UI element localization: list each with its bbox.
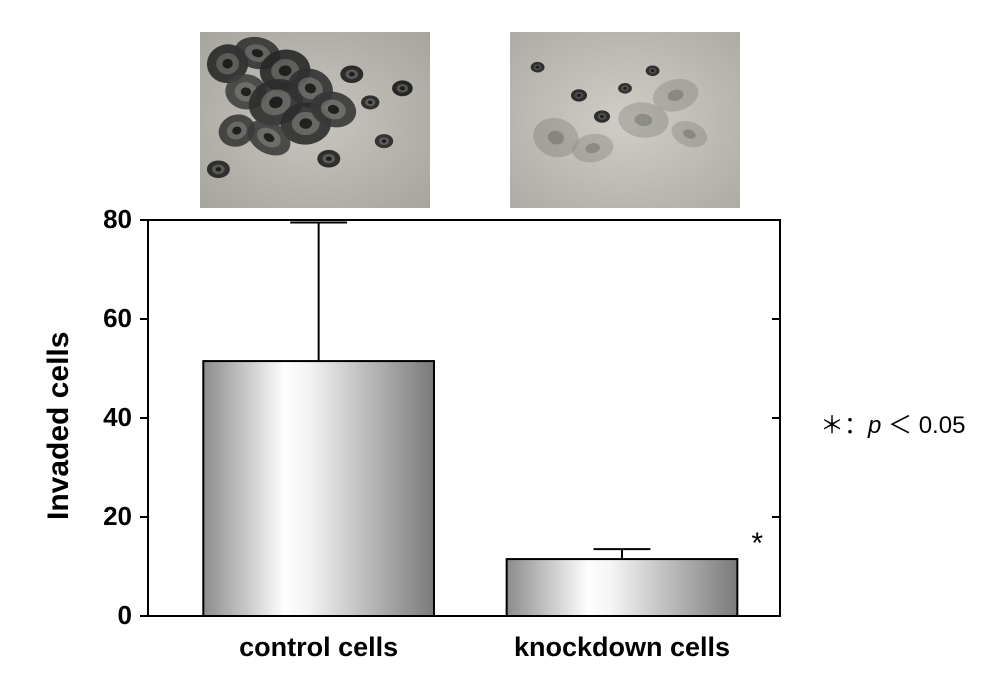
legend-p-value: 0.05 — [919, 412, 966, 439]
figure: Invaded cells * 020406080 control cellsk… — [0, 0, 1004, 678]
significance-marker: * — [751, 527, 763, 560]
legend-p-symbol: p — [868, 412, 881, 439]
y-tick-label: 80 — [82, 204, 132, 235]
bar-chart: * — [0, 0, 1004, 678]
legend-lt: ＜ — [881, 412, 918, 439]
y-tick-label: 60 — [82, 303, 132, 334]
y-tick-label: 0 — [82, 600, 132, 631]
micrograph — [200, 32, 430, 208]
x-category-label: knockdown cells — [472, 632, 772, 663]
micrograph — [510, 32, 740, 208]
significance-legend: ＊：p ＜ 0.05 — [820, 405, 965, 440]
y-tick-label: 40 — [82, 402, 132, 433]
legend-asterisk: ＊： — [820, 412, 868, 439]
y-tick-label: 20 — [82, 501, 132, 532]
x-category-label: control cells — [169, 632, 469, 663]
